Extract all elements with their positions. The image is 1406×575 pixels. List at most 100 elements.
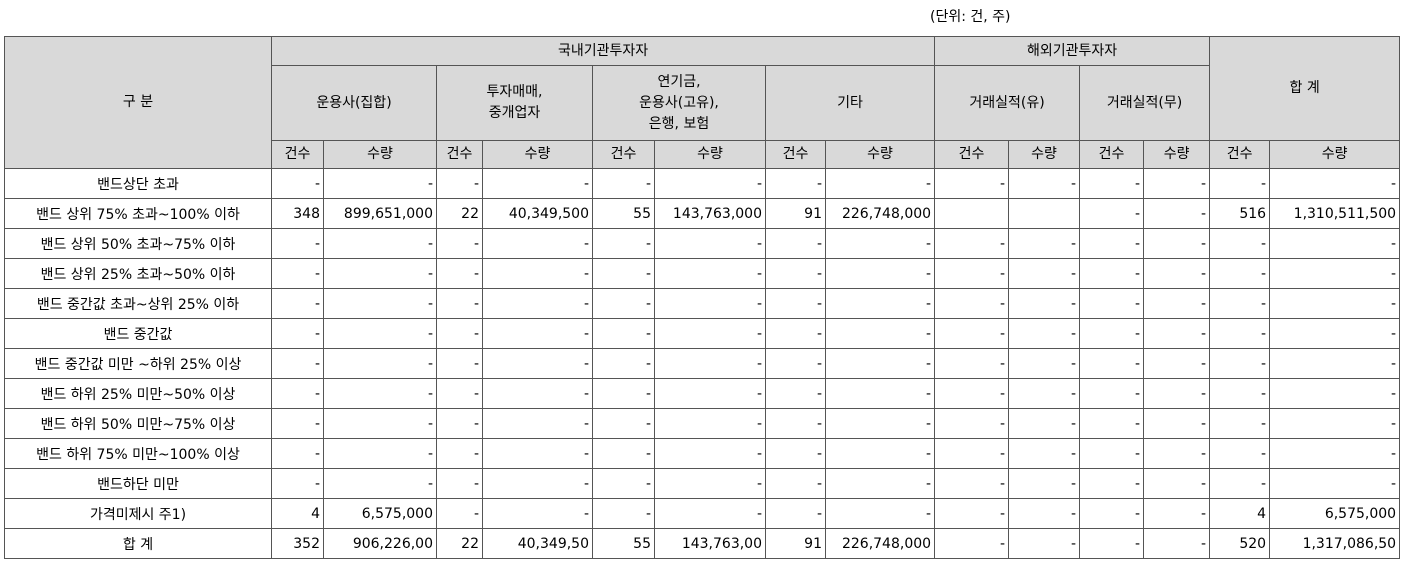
count-cell: - <box>765 498 826 529</box>
table-row: 밴드 상위 50% 초과~75% 이하 - - - - - - - - - - - - - - <box>4 228 1401 259</box>
qty-cell: - <box>1008 438 1081 469</box>
row-label: 밴드 중간값 <box>4 318 272 349</box>
count-cell: - <box>1209 468 1271 499</box>
count-cell: 91 <box>765 528 826 559</box>
row-label: 합 계 <box>4 528 272 559</box>
count-cell: - <box>934 528 1010 559</box>
header-qty: 수량 <box>482 140 593 169</box>
qty-cell: - <box>1143 258 1211 289</box>
qty-cell: - <box>1269 288 1401 319</box>
qty-cell: - <box>323 228 437 259</box>
count-cell: - <box>592 318 655 349</box>
qty-cell: - <box>824 438 936 469</box>
qty-cell: 906,226,00 <box>323 528 437 559</box>
qty-cell: - <box>1143 318 1211 349</box>
header-count: 건수 <box>1209 140 1271 169</box>
count-cell: 520 <box>1209 528 1271 559</box>
count-cell: 4 <box>271 498 324 529</box>
table-row: 밴드 중간값 미만 ~하위 25% 이상 - - - - - - - - - - - - - - <box>4 348 1401 379</box>
count-cell: - <box>765 348 826 379</box>
count-cell: - <box>1079 318 1145 349</box>
header-total: 합 계 <box>1209 36 1401 141</box>
qty-cell: - <box>654 408 766 439</box>
header-group: 연기금, 운용사(고유), 은행, 보험 <box>592 65 766 141</box>
count-cell: - <box>592 228 655 259</box>
investor-allocation-table: 구 분 국내기관투자자 해외기관투자자 합 계 운용사(집합) 투자매매, 중개업… <box>4 36 1401 559</box>
header-group: 기타 <box>764 65 936 141</box>
qty-cell: - <box>824 318 936 349</box>
header-group-line: 운용사(집합) <box>316 94 392 111</box>
header-qty: 수량 <box>654 140 766 169</box>
count-cell: - <box>934 348 1010 379</box>
qty-cell: - <box>824 468 936 499</box>
qty-cell: - <box>1008 498 1081 529</box>
count-cell: - <box>934 258 1010 289</box>
count-cell: - <box>271 348 324 379</box>
count-cell: - <box>271 288 324 319</box>
table-row: 밴드 하위 25% 미만~50% 이상 - - - - - - - - - - - - - - <box>4 378 1401 409</box>
qty-cell: - <box>654 228 766 259</box>
header-foreign: 해외기관투자자 <box>934 36 1211 66</box>
count-cell: - <box>1209 348 1271 379</box>
count-cell: - <box>271 468 324 499</box>
row-label: 밴드 하위 75% 미만~100% 이상 <box>4 438 272 469</box>
header-count: 건수 <box>934 140 1010 169</box>
qty-cell: - <box>323 408 437 439</box>
qty-cell: - <box>482 228 593 259</box>
count-cell: - <box>1079 378 1145 409</box>
count-cell: - <box>271 228 324 259</box>
count-cell: - <box>1079 468 1145 499</box>
count-cell: - <box>592 408 655 439</box>
count-cell: - <box>1209 378 1271 409</box>
qty-cell: 40,349,50 <box>482 528 593 559</box>
count-cell: - <box>934 468 1010 499</box>
qty-cell: 226,748,000 <box>824 198 936 229</box>
qty-cell: - <box>824 288 936 319</box>
qty-cell: - <box>654 468 766 499</box>
qty-cell: - <box>1269 378 1401 409</box>
count-cell: - <box>436 468 483 499</box>
count-cell: - <box>592 468 655 499</box>
qty-cell: - <box>1269 258 1401 289</box>
count-cell: - <box>271 168 324 199</box>
row-label: 밴드 하위 25% 미만~50% 이상 <box>4 378 272 409</box>
qty-cell: 40,349,500 <box>482 198 593 229</box>
count-cell: - <box>436 378 483 409</box>
header-group-line: 은행, 보험 <box>648 115 710 132</box>
qty-cell: - <box>824 498 936 529</box>
count-cell: - <box>934 438 1010 469</box>
qty-cell: - <box>323 168 437 199</box>
qty-cell: - <box>1143 228 1211 259</box>
count-cell: - <box>436 168 483 199</box>
qty-cell: - <box>482 168 593 199</box>
qty-cell: - <box>824 168 936 199</box>
row-label: 밴드하단 미만 <box>4 468 272 499</box>
count-cell: - <box>592 348 655 379</box>
header-group: 운용사(집합) <box>271 65 437 141</box>
subheader-row: 건수 수량 건수 수량 건수 수량 건수 수량 건수 수량 건수 수량 건수 수량 <box>5 140 1401 169</box>
count-cell: 55 <box>592 198 655 229</box>
count-cell: - <box>1209 318 1271 349</box>
count-cell: - <box>934 498 1010 529</box>
count-cell: - <box>436 288 483 319</box>
header-qty: 수량 <box>323 140 437 169</box>
count-cell: - <box>592 258 655 289</box>
qty-cell: - <box>654 318 766 349</box>
count-cell: - <box>271 408 324 439</box>
count-cell: - <box>1079 198 1145 229</box>
count-cell: - <box>436 498 483 529</box>
qty-cell: 899,651,000 <box>323 198 437 229</box>
table-row: 밴드 하위 50% 미만~75% 이상 - - - - - - - - - - - - - - <box>4 408 1401 439</box>
header-qty: 수량 <box>824 140 936 169</box>
qty-cell: 6,575,000 <box>1269 498 1401 529</box>
qty-cell: - <box>1269 468 1401 499</box>
qty-cell: - <box>482 408 593 439</box>
count-cell: - <box>1079 228 1145 259</box>
qty-cell: - <box>1008 168 1081 199</box>
qty-cell: - <box>1008 348 1081 379</box>
qty-cell: - <box>482 348 593 379</box>
qty-cell: - <box>1269 168 1401 199</box>
count-cell: - <box>592 168 655 199</box>
qty-cell: - <box>824 228 936 259</box>
count-cell: - <box>1209 288 1271 319</box>
